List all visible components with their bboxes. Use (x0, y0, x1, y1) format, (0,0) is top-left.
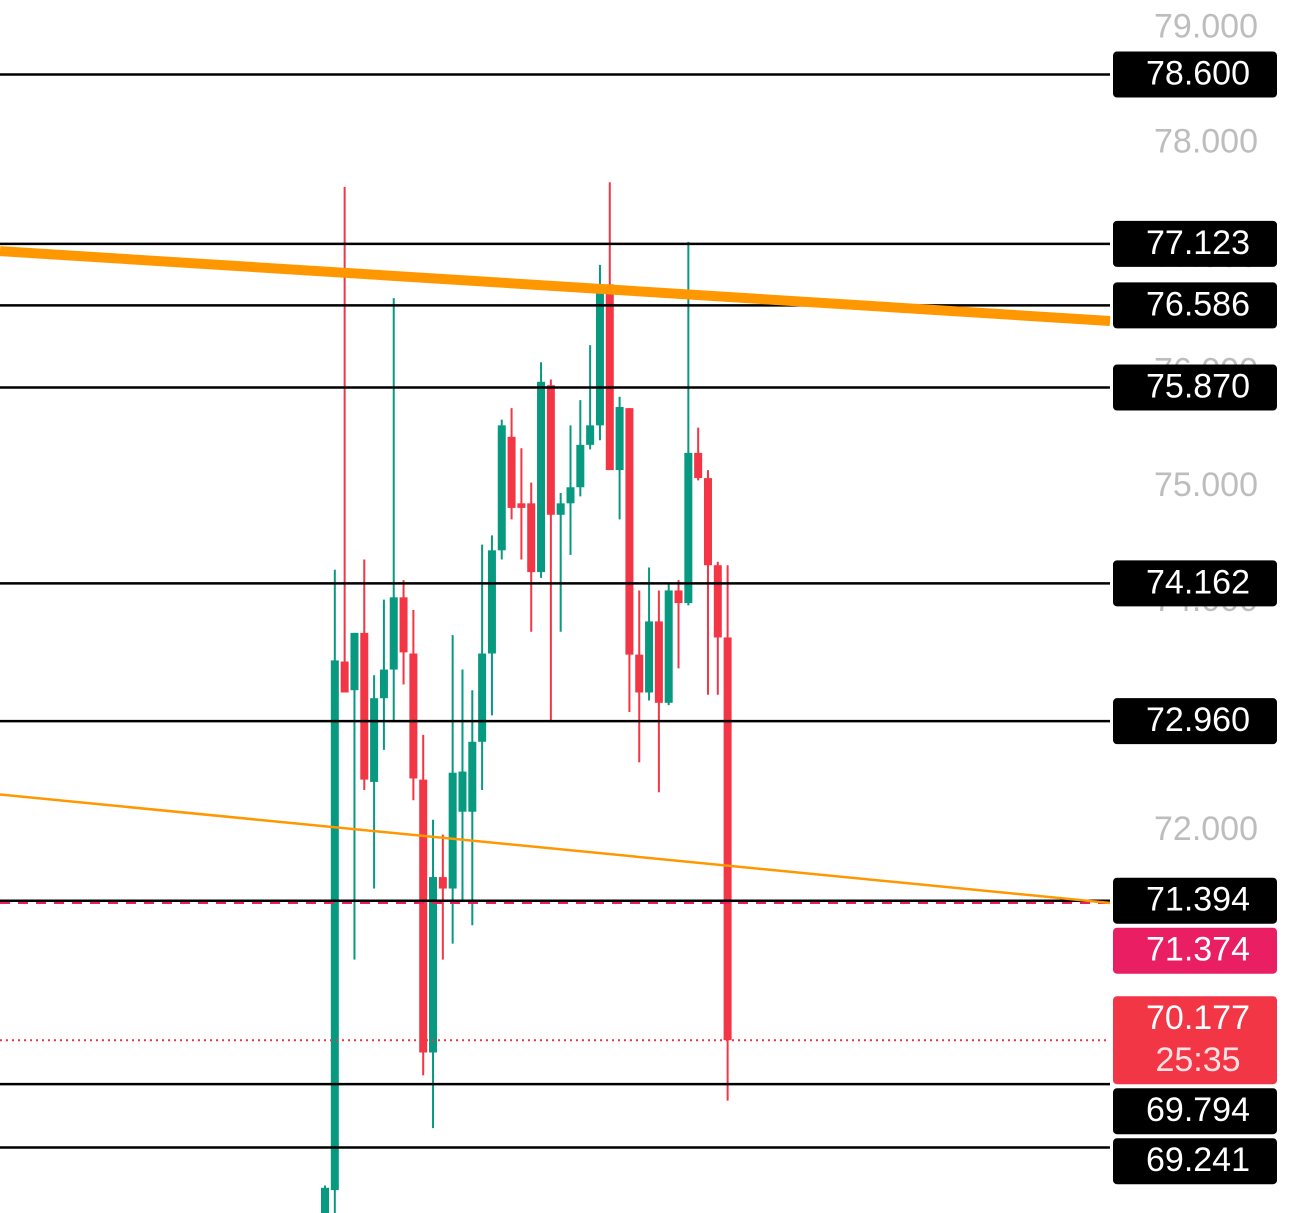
candle-body (360, 632, 369, 780)
alert-price-label: 71.374 (1146, 931, 1250, 969)
candle-body (586, 425, 595, 445)
y-tick-label: 78.000 (1154, 122, 1258, 160)
price-label-box (1113, 282, 1277, 329)
price-label-box (1113, 560, 1277, 607)
price-label-box (1113, 996, 1277, 1085)
candle-body (399, 597, 408, 653)
candle-body (703, 478, 712, 566)
trendline (0, 793, 1111, 905)
price-label-box (1113, 698, 1277, 745)
level-price-label: 76.586 (1146, 285, 1250, 323)
candle-body (654, 621, 663, 703)
candle-body (527, 503, 536, 573)
price-label-box (1113, 1138, 1277, 1185)
candle-body (478, 653, 487, 742)
level-price-label: 72.960 (1146, 701, 1250, 739)
price-label-box (1113, 927, 1277, 974)
candle-body (330, 660, 339, 1191)
y-tick-label: 79.000 (1154, 8, 1258, 46)
candle-body (429, 877, 438, 1053)
level-price-label: 75.870 (1146, 368, 1250, 406)
candle-body (694, 452, 703, 479)
candle-body (605, 284, 614, 471)
candle-body (468, 741, 477, 812)
candle-body (723, 637, 732, 1041)
candle-body (321, 1187, 329, 1213)
candle-body (350, 632, 359, 691)
candle-body (537, 381, 546, 573)
candle-body (370, 698, 379, 782)
candle-body (507, 436, 516, 508)
candle-body (713, 565, 722, 638)
candle-body (419, 779, 428, 1053)
candle-body (645, 621, 654, 693)
candle-body (448, 772, 457, 889)
price-label-box (1113, 220, 1277, 267)
candle-body (556, 503, 565, 515)
y-tick-label: 72.000 (1154, 810, 1258, 848)
candle-body (674, 590, 683, 604)
level-price-label: 71.394 (1146, 881, 1250, 919)
level-price-label: 77.123 (1146, 224, 1250, 262)
candle-body (664, 590, 673, 703)
y-tick-label: 75.000 (1154, 466, 1258, 504)
candle-body (389, 597, 398, 670)
candle-body (497, 425, 506, 551)
candle-body (625, 408, 634, 655)
current-price-label: 70.177 (1146, 999, 1250, 1037)
candle-body (615, 407, 624, 471)
price-label-box (1113, 877, 1277, 924)
candle-body (546, 385, 555, 515)
price-label-box (1113, 51, 1277, 98)
candle-body (458, 771, 467, 812)
candle-body (379, 669, 388, 699)
candle-body (595, 284, 604, 426)
level-price-label: 69.794 (1146, 1091, 1250, 1129)
candle-body (576, 444, 585, 488)
countdown-label: 25:35 (1155, 1041, 1240, 1079)
candle-body (438, 877, 447, 889)
level-price-label: 74.162 (1146, 563, 1250, 601)
candle-body (409, 653, 418, 779)
level-price-label: 69.241 (1146, 1141, 1250, 1179)
candle-body (487, 550, 496, 654)
candle-body (635, 654, 644, 693)
candle-body (340, 661, 349, 693)
price-label-box (1113, 1088, 1277, 1135)
candle-body (684, 452, 693, 604)
candle-body (566, 487, 575, 504)
trendline (0, 246, 1111, 327)
candle-body (517, 503, 526, 508)
level-price-label: 78.600 (1146, 55, 1250, 93)
price-label-box (1113, 364, 1277, 411)
